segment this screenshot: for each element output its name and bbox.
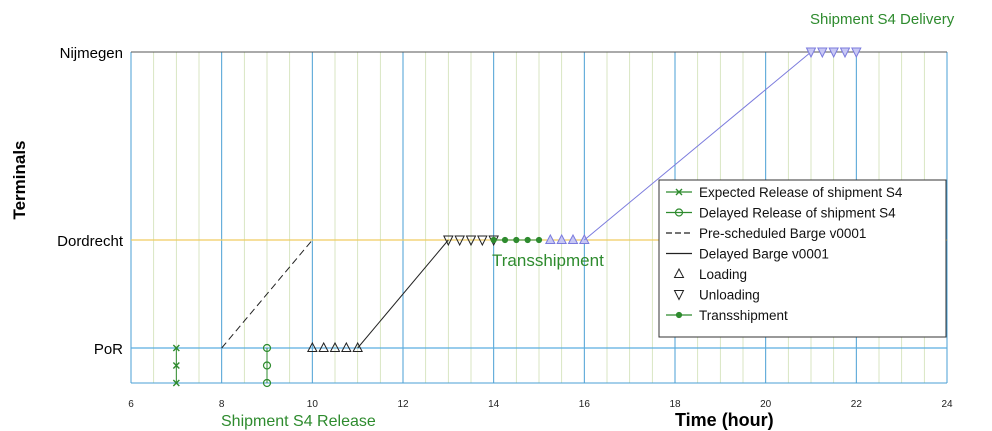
data-point-marker [579,233,590,244]
data-point-marker [352,341,363,352]
x-tick-label: 24 [941,399,953,410]
legend-label: Expected Release of shipment S4 [699,185,903,200]
legend: Expected Release of shipment S4 Delayed R… [658,179,947,338]
series-line-2 [221,239,313,349]
data-point-marker [262,361,272,370]
data-point-marker [524,236,531,244]
series-line-3 [357,239,449,349]
legend-label: Loading [699,267,747,282]
legend-box [658,179,947,338]
data-point-marker [307,341,318,352]
legend-label: Unloading [699,288,760,303]
data-point-marker [443,235,454,247]
x-tick-label: 8 [219,399,225,410]
data-point-marker [513,236,520,244]
release-annotation: Shipment S4 Release [221,413,376,430]
data-point-marker [490,236,497,244]
data-point-marker [545,233,556,244]
data-point-marker [341,341,352,352]
data-point-marker [535,236,543,244]
data-point-marker [851,47,862,59]
tick-labels: 6 8 10 12 14 16 18 20 22 24 PoR Dordrecht Nijmegen [57,45,953,410]
series-line-8 [584,51,812,241]
data-point-marker [839,47,851,59]
data-point-marker [172,379,180,387]
y-tick-label: PoR [94,341,123,358]
data-point-marker [172,344,180,352]
x-tick-label: 18 [669,399,681,410]
x-tick-label: 10 [307,399,319,410]
delivery-annotation: Shipment S4 Delivery [810,11,955,28]
data-point-marker [828,47,839,59]
y-tick-label: Nijmegen [60,45,123,62]
legend-marker [675,311,683,319]
x-tick-label: 22 [851,399,863,410]
transshipment-annotation: Transshipment [492,251,604,270]
y-tick-label: Dordrecht [57,233,124,250]
x-tick-label: 6 [128,399,134,410]
data-point-marker [318,341,329,352]
data-point-marker [454,235,465,247]
legend-marker [675,188,683,196]
data-point-marker [329,341,341,352]
y-axis-title: Terminals [10,140,29,219]
legend-marker [673,267,685,278]
legend-label: Delayed Barge v0001 [699,247,829,262]
legend-label: Pre-scheduled Barge v0001 [699,226,866,241]
legend-marker [674,208,684,217]
x-axis-title: Time (hour) [675,410,774,430]
data-point-marker [817,47,828,59]
data-point-marker [567,233,579,244]
data-point-marker [805,47,817,59]
legend-marker [673,290,685,301]
data-point-marker [172,362,180,369]
series-layer [172,47,862,388]
data-point-marker [501,236,509,244]
x-tick-label: 14 [488,399,500,410]
data-point-marker [262,343,272,353]
legend-items: Expected Release of shipment S4 Delayed R… [666,185,903,323]
x-tick-label: 20 [760,399,772,410]
legend-label: Transshipment [699,308,788,323]
data-point-marker [477,235,488,247]
data-point-marker [556,233,567,244]
legend-label: Delayed Release of shipment S4 [699,206,896,221]
data-point-marker [465,235,477,247]
x-tick-label: 16 [579,399,591,410]
x-tick-label: 12 [397,399,409,410]
data-point-marker [262,378,272,388]
